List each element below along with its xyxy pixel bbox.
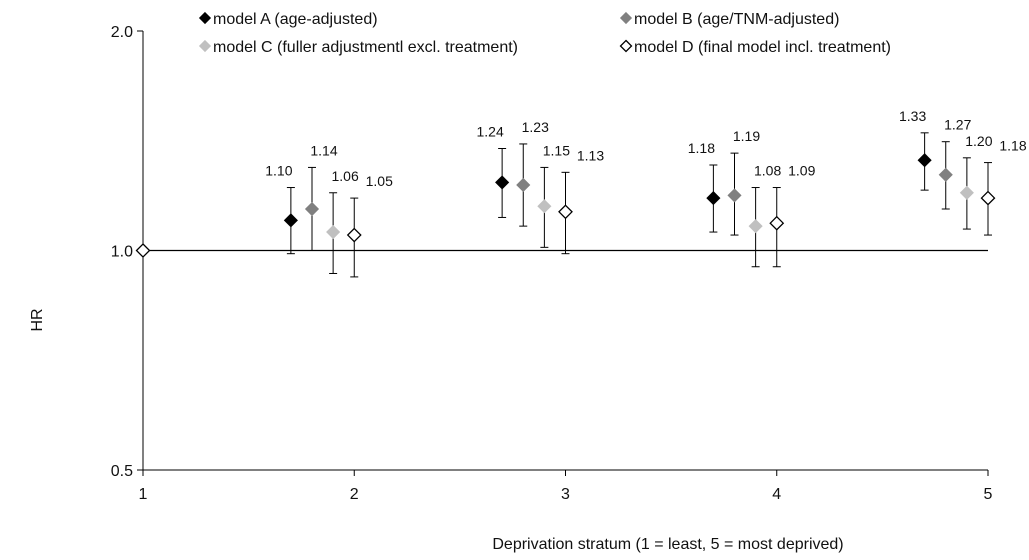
legend-label: model B (age/TNM-adjusted)	[634, 11, 839, 28]
data-label: 1.33	[899, 108, 926, 124]
x-axis-title: Deprivation stratum (1 = least, 5 = most…	[492, 536, 843, 553]
y-tick-label: 1.0	[111, 244, 133, 261]
data-label: 1.18	[999, 138, 1026, 154]
x-tick-label: 2	[350, 486, 359, 503]
data-label: 1.06	[332, 168, 359, 184]
legend-label: model A (age-adjusted)	[213, 11, 378, 28]
data-label: 1.18	[688, 140, 715, 156]
x-tick-label: 4	[772, 486, 781, 503]
hr-marker	[558, 204, 573, 220]
x-tick-label: 5	[984, 486, 993, 503]
hr-marker	[917, 153, 932, 168]
hr-marker	[283, 213, 298, 228]
legend-marker-icon	[619, 11, 633, 25]
axes: 0.5 1.0 2.0 1 2 3 4 5	[111, 24, 993, 503]
hr-marker	[959, 185, 974, 200]
data-label: 1.15	[543, 142, 570, 158]
hr-marker	[516, 177, 531, 193]
data-label: 1.10	[265, 163, 292, 179]
x-tick-label: 1	[139, 486, 148, 503]
legend-label: model D (final model incl. treatment)	[634, 39, 891, 56]
hr-marker	[346, 227, 362, 243]
hr-marker	[495, 175, 510, 190]
data-label: 1.23	[522, 119, 549, 135]
legend-marker-icon	[619, 39, 633, 53]
legend: model A (age-adjusted) model B (age/TNM-a…	[198, 11, 891, 56]
y-tick-label: 2.0	[111, 24, 133, 41]
data-label: 1.05	[366, 173, 393, 189]
hr-marker	[748, 219, 763, 234]
reference-point-marker	[135, 243, 151, 258]
legend-marker-icon	[198, 11, 212, 25]
data-label: 1.27	[944, 117, 971, 133]
hr-marker	[706, 191, 721, 206]
hr-marker	[980, 190, 996, 206]
legend-marker-icon	[198, 39, 212, 53]
data-label: 1.19	[733, 128, 760, 144]
hr-marker	[727, 188, 742, 203]
hr-marker	[769, 215, 785, 231]
hr-marker	[326, 224, 341, 240]
hr-marker	[304, 201, 320, 217]
data-label: 1.24	[477, 124, 504, 140]
y-axis-title: HR	[29, 308, 46, 331]
data-label: 1.14	[310, 142, 337, 158]
data-label: 1.09	[788, 163, 815, 179]
data-label: 1.20	[965, 133, 992, 149]
x-tick-label: 3	[561, 486, 570, 503]
data-label: 1.08	[754, 163, 781, 179]
legend-label: model C (fuller adjustmentl excl. treatm…	[213, 39, 518, 56]
y-tick-label: 0.5	[111, 463, 133, 480]
data-label: 1.13	[577, 147, 604, 163]
hr-marker	[938, 167, 953, 182]
plot-marks: 1.10 1.24 1.18 1.33 1.14 1.23 1.19 1.27 1.06 1.15…	[135, 108, 1027, 278]
hr-marker	[537, 199, 552, 214]
